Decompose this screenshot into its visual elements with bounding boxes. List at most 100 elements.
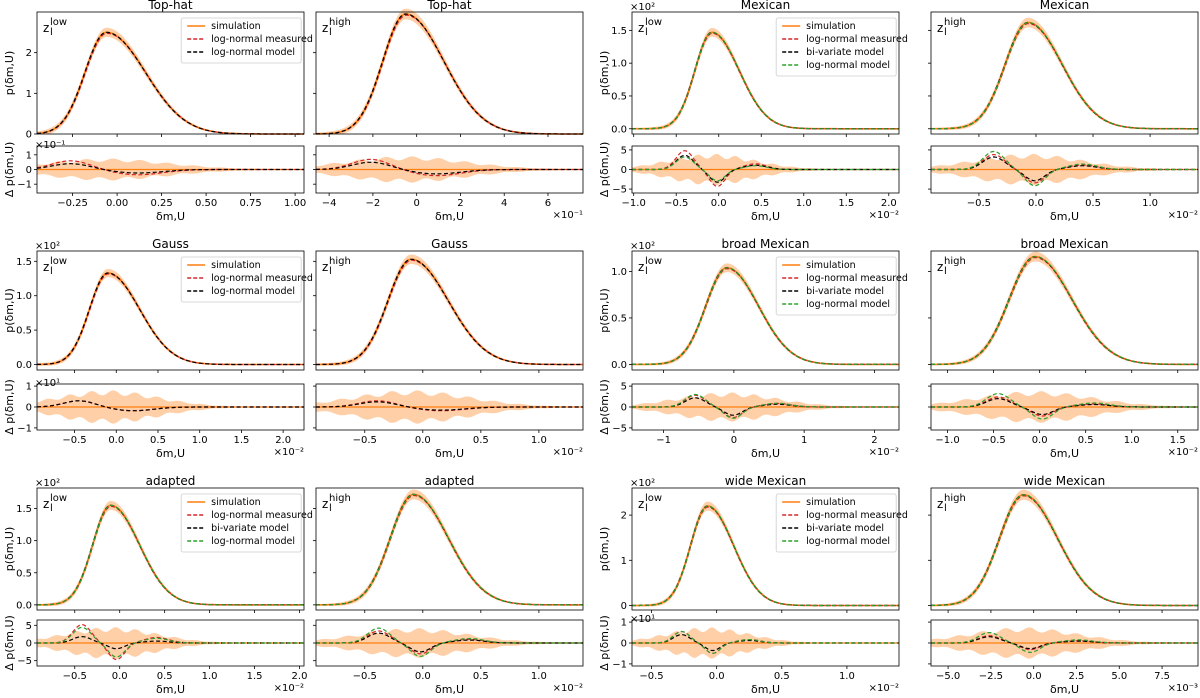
y-axis-label: p(δm,U) [3, 288, 16, 333]
x-tick-label: −2 [366, 198, 381, 209]
panel-title: wide Mexican [1024, 474, 1105, 488]
y-tick-label: 1.0 [611, 267, 627, 278]
z-label-sub: l [329, 266, 332, 277]
x-axis-label: δm,U [156, 210, 185, 223]
residual-line [632, 156, 899, 182]
x-tick-label: 4 [501, 198, 507, 209]
series-line-bi-variate-model [316, 493, 583, 606]
residual-line [36, 163, 304, 174]
x-tick-label: −2.5 [979, 671, 1003, 682]
y-tick-label: 1 [26, 89, 32, 100]
simulation-band [931, 17, 1198, 130]
z-label-sub: l [50, 503, 53, 514]
top-axes-frame [930, 250, 1199, 371]
x-multiplier: ×10⁻² [869, 447, 899, 458]
residual-y-multiplier: ×10⁻¹ [35, 140, 65, 151]
z-label: z [638, 260, 644, 274]
z-label-sub: l [329, 503, 332, 514]
top-axes-frame [36, 11, 305, 135]
y-tick-label: 1.0 [16, 291, 32, 302]
simulation-band [931, 251, 1198, 366]
residual-y-tick-label: 1 [26, 382, 32, 393]
top-axes-frame [36, 250, 305, 371]
z-label-sub: l [50, 266, 53, 277]
x-tick-label: 0.5 [1078, 435, 1094, 446]
series-line-bi-variate-model [931, 256, 1198, 365]
z-label: z [937, 497, 943, 511]
legend-entry: simulation [211, 497, 261, 508]
z-label: z [43, 260, 49, 274]
x-tick-label: 1.0 [1142, 198, 1158, 209]
series-line-simulation [316, 493, 583, 606]
x-tick-label: 1.5 [838, 198, 854, 209]
x-tick-label: −0.25 [57, 198, 88, 209]
legend-box [180, 17, 302, 64]
residual-line [37, 635, 304, 650]
panel-title: adapted [425, 474, 475, 488]
x-tick-label: 0.5 [774, 671, 790, 682]
y-axis-label: p(δm,U) [3, 527, 16, 572]
z-label-sup: low [645, 493, 662, 504]
residual-line [632, 630, 899, 654]
residual-y-axis-label: Δ p(δm,U) [3, 142, 16, 198]
x-tick-label: 1.5 [247, 671, 263, 682]
legend-entry: bi-variate model [806, 286, 884, 297]
residual-y-tick-label: 5 [26, 621, 32, 632]
top-axes-frame [36, 487, 305, 611]
residual-line [316, 161, 583, 175]
y-tick-label: 0.5 [16, 326, 32, 337]
x-tick-label: 0.0 [112, 671, 128, 682]
x-tick-label: −0.5 [353, 435, 377, 446]
panel-title: Top-hat [426, 0, 472, 12]
x-tick-label: −0.5 [981, 435, 1005, 446]
y-tick-label: 0.0 [16, 600, 32, 611]
series-line-log-normal-model [632, 505, 899, 607]
top-axes-frame [315, 11, 584, 135]
x-multiplier: ×10⁻² [1168, 210, 1198, 221]
z-label-sub: l [944, 27, 947, 38]
panel-title: wide Mexican [725, 474, 806, 488]
top-axes-frame [631, 250, 900, 371]
top-axes-frame [315, 487, 584, 611]
x-tick-label: −1.0 [935, 435, 959, 446]
x-tick-label: 2.0 [292, 671, 308, 682]
x-tick-label: 0.0 [108, 435, 124, 446]
y-tick-label: 0.5 [16, 568, 32, 579]
x-tick-label: 0.0 [415, 671, 431, 682]
panel-title: Gauss [431, 237, 468, 251]
legend-box [775, 256, 897, 316]
y-tick-label: 2 [621, 511, 627, 522]
x-tick-label: −5.0 [936, 671, 960, 682]
residual-y-tick-label: 5 [621, 145, 627, 156]
panel-title: broad Mexican [1021, 237, 1109, 251]
legend-entry: log-normal measured [211, 34, 313, 45]
legend-entry: log-normal model [806, 536, 890, 547]
series-line-simulation [931, 21, 1198, 130]
residual-y-tick-label: −5 [612, 185, 627, 196]
series-line-log-normal-model [931, 256, 1198, 365]
x-tick-label: −1 [656, 435, 671, 446]
x-tick-label: 0.0 [709, 671, 725, 682]
x-tick-label: 0.25 [150, 198, 172, 209]
x-multiplier: ×10⁻² [274, 447, 304, 458]
x-axis-label: δm,U [751, 683, 780, 696]
panel-title: Mexican [741, 0, 791, 12]
series-line-log-normal-model [931, 21, 1198, 130]
z-label-sub: l [645, 266, 648, 277]
x-axis-label: δm,U [156, 683, 185, 696]
series-line-bi-variate-model [931, 21, 1198, 130]
x-multiplier: ×10⁻² [869, 210, 899, 221]
x-tick-label: −0.5 [63, 671, 87, 682]
panel-title: adapted [146, 474, 196, 488]
legend-entry: simulation [211, 21, 261, 32]
residual-line [315, 158, 583, 177]
y-tick-label: 1.0 [16, 536, 32, 547]
z-label-sup: low [645, 256, 662, 267]
residual-y-axis-label: Δ p(δm,U) [598, 379, 611, 435]
x-tick-label: 1.5 [233, 435, 249, 446]
z-label-sup: high [329, 493, 351, 504]
